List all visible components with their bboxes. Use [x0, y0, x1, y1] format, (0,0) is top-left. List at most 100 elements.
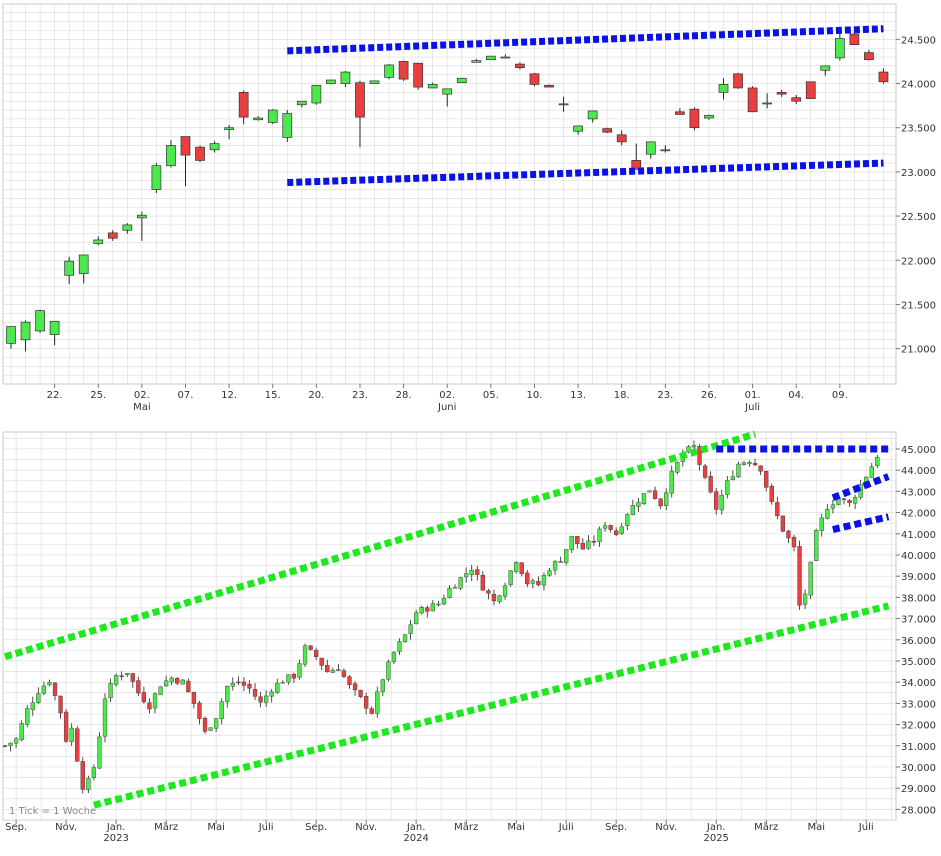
candle-body — [791, 536, 797, 548]
candle-body — [195, 146, 205, 161]
y-tick-label: 30.000 — [901, 763, 936, 774]
candle-body — [208, 727, 213, 731]
candle-body — [814, 530, 819, 561]
candle-body — [125, 673, 130, 675]
candle-body — [108, 683, 113, 699]
candle-body — [658, 498, 663, 507]
candle-body — [714, 491, 719, 510]
candle-body — [340, 71, 351, 84]
candle-body — [469, 569, 474, 575]
candle-body — [689, 108, 700, 129]
candle-body — [442, 88, 453, 95]
candle-body — [647, 490, 652, 493]
candle-body — [480, 574, 485, 591]
x-tick-label: 13. — [570, 390, 586, 401]
candle-body — [491, 593, 497, 602]
x-tick-label: Jan. — [106, 822, 126, 833]
candle-body — [852, 497, 858, 504]
candle-body — [169, 677, 174, 683]
candle-body — [733, 73, 743, 89]
candle-body — [230, 682, 235, 687]
candle-body — [730, 476, 736, 480]
x-tick-label: Sep. — [605, 822, 627, 833]
x-tick-label: Nov. — [655, 822, 677, 833]
candle-body — [286, 674, 291, 683]
y-tick-label: 23.000 — [901, 168, 936, 179]
y-tick-label: 21.500 — [901, 300, 936, 311]
candle-body — [664, 492, 669, 506]
plot-frame — [2, 431, 897, 821]
candle-body — [530, 580, 535, 584]
candle-body — [825, 509, 830, 519]
candle-body — [282, 113, 293, 138]
plot-frame — [2, 3, 897, 385]
y-tick-label: 32.000 — [901, 721, 936, 732]
candle-body — [311, 84, 322, 104]
trend-line-blue — [831, 473, 890, 501]
candle-body — [497, 595, 502, 602]
candle-body — [702, 465, 708, 478]
candle-body — [471, 60, 482, 63]
candle-body — [13, 738, 19, 744]
candle-body — [508, 570, 513, 585]
y-tick-label: 42.000 — [901, 509, 936, 520]
candle-body — [586, 540, 591, 549]
candle-body — [564, 549, 569, 563]
x-tick-label: Nov. — [355, 822, 377, 833]
candle-body — [602, 525, 608, 529]
x-tick-label: Mai — [207, 822, 225, 833]
x-tick-label: 23. — [352, 390, 368, 401]
candle-body — [130, 673, 135, 682]
candle-body — [830, 504, 836, 509]
x-tick-label: März — [154, 822, 178, 833]
candle-body — [864, 52, 874, 61]
candle-body — [762, 102, 772, 105]
x-year-label: 2024 — [403, 833, 428, 844]
candle-body — [630, 505, 636, 515]
candle-body — [752, 462, 758, 466]
candle-body — [529, 73, 540, 85]
candle-body — [158, 686, 163, 696]
candle-body — [308, 645, 313, 650]
y-tick-label: 36.000 — [901, 636, 936, 647]
bottom-candlestick-chart: 28.000 29.000 30.000 31.000 32.000 33.000 34.0… — [2, 430, 936, 844]
y-tick-label: 24.500 — [901, 35, 936, 46]
candle-body — [697, 445, 702, 465]
candle-body — [358, 689, 363, 698]
candle-body — [364, 696, 369, 709]
x-tick-label: Juli — [858, 822, 874, 833]
x-month-label: Juni — [437, 402, 456, 413]
candle-body — [427, 84, 438, 89]
candle-body — [152, 693, 158, 709]
x-tick-label: Mai — [507, 822, 525, 833]
candle-body — [573, 125, 583, 132]
candle-body — [764, 471, 769, 488]
x-tick-label: Jan. — [706, 822, 726, 833]
candle-body — [575, 536, 580, 544]
y-tick-label: 43.000 — [901, 487, 936, 498]
x-tick-label: 04. — [788, 390, 804, 401]
candle-body — [19, 723, 24, 741]
candle-body — [452, 587, 458, 589]
candle-body — [675, 111, 685, 115]
candle-body — [247, 683, 252, 689]
candle-body — [819, 517, 824, 531]
x-tick-label: 02. — [134, 390, 150, 401]
y-tick-label: 24.000 — [901, 80, 936, 91]
candle-body — [151, 165, 162, 190]
candle-body — [275, 682, 280, 693]
candle-body — [369, 80, 380, 84]
candle-body — [808, 561, 813, 596]
candle-body — [341, 670, 347, 677]
candle-body — [191, 691, 197, 704]
candle-body — [325, 665, 330, 673]
candle-body — [458, 577, 463, 589]
x-tick-label: 12. — [221, 390, 237, 401]
candle-body — [558, 103, 569, 106]
x-tick-label: 15. — [265, 390, 281, 401]
candle-body — [691, 445, 697, 448]
candle-body — [519, 562, 524, 574]
candle-body — [780, 515, 786, 532]
candle-body — [209, 143, 220, 151]
